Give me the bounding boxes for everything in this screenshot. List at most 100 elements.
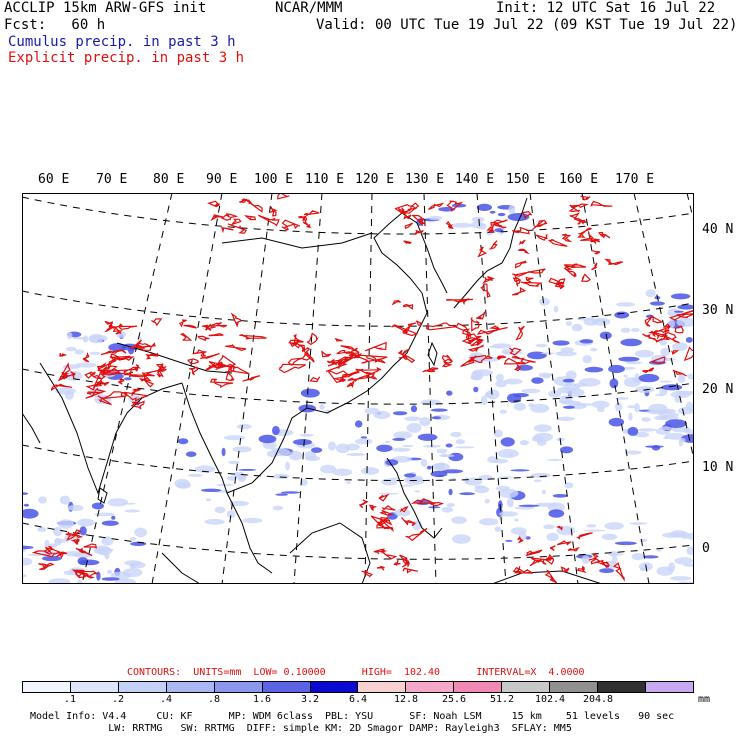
- explicit-precip-contour: [291, 342, 306, 351]
- explicit-precip-contour: [70, 538, 80, 546]
- explicit-precip-contour: [201, 322, 228, 330]
- cumulus-precip-cell: [236, 423, 252, 430]
- cumulus-precip-cell: [185, 451, 197, 458]
- explicit-precip-contour: [563, 266, 577, 278]
- explicit-precip-contour: [404, 222, 414, 230]
- cumulus-precip-cell: [562, 405, 575, 409]
- cumulus-precip-cell: [364, 407, 380, 415]
- cumulus-precip-cell: [300, 388, 320, 398]
- cumulus-precip-cell: [599, 568, 615, 574]
- cumulus-precip-cell: [494, 228, 504, 233]
- explicit-precip-contour: [301, 215, 308, 224]
- cumulus-precip-cell: [194, 465, 216, 473]
- explicit-precip-contour: [411, 214, 425, 226]
- cumulus-precip-cell: [94, 512, 115, 517]
- cumulus-precip-cell: [41, 555, 62, 562]
- cumulus-precip-cell: [565, 321, 573, 326]
- cumulus-precip-cell: [615, 302, 636, 307]
- lat-label: 40 N: [702, 222, 734, 237]
- explicit-precip-contour: [660, 332, 680, 344]
- cumulus-precip-cell: [484, 498, 490, 504]
- explicit-precip-contour: [446, 200, 464, 212]
- explicit-precip-contour: [187, 358, 200, 365]
- explicit-precip-contour: [414, 229, 424, 236]
- explicit-precip-contour: [197, 335, 210, 342]
- cumulus-precip-cell: [493, 429, 503, 438]
- explicit-precip-contour: [379, 518, 394, 533]
- explicit-precip-contour: [660, 334, 671, 341]
- explicit-precip-contour: [130, 400, 145, 410]
- explicit-precip-contour: [415, 320, 423, 327]
- cumulus-precip-cell: [628, 412, 633, 421]
- cumulus-precip-cell: [391, 447, 411, 452]
- explicit-precip-contour: [403, 240, 412, 245]
- cumulus-precip-cell: [428, 506, 441, 509]
- cumulus-precip-cell: [134, 527, 147, 538]
- cumulus-precip-cell: [489, 345, 501, 349]
- cumulus-precip-cell: [497, 449, 519, 458]
- explicit-precip-contour: [370, 515, 391, 526]
- valid-time: Valid: 00 UTC Tue 19 Jul 22 (09 KST Tue …: [316, 17, 738, 33]
- explicit-precip-contour: [287, 357, 303, 367]
- cumulus-precip-cell: [552, 494, 568, 498]
- cumulus-precip-cell: [614, 311, 630, 319]
- explicit-precip-contour: [512, 275, 522, 287]
- cumulus-precip-cell: [581, 555, 591, 564]
- legend-tick-label: 102.4: [534, 694, 566, 705]
- explicit-precip-contour: [123, 371, 155, 378]
- cumulus-precip-cell: [354, 420, 363, 428]
- explicit-precip-contour: [208, 361, 236, 369]
- explicit-precip-contour: [560, 566, 570, 573]
- legend-swatch: [214, 682, 263, 692]
- explicit-precip-contour: [514, 260, 527, 269]
- cumulus-precip-cell: [108, 343, 127, 352]
- explicit-precip-contour: [258, 214, 280, 227]
- explicit-precip-contour: [401, 348, 410, 356]
- explicit-precip-contour: [352, 354, 388, 364]
- cumulus-precip-cell: [486, 389, 500, 400]
- explicit-precip-contour: [151, 318, 163, 327]
- cumulus-precip-cell: [446, 503, 455, 507]
- legend-tick-label: 25.6: [441, 694, 467, 705]
- explicit-precip-contour: [488, 325, 501, 332]
- explicit-precip-contour: [563, 263, 577, 269]
- coast-india: [39, 362, 183, 495]
- explicit-precip-contour: [83, 543, 98, 549]
- cumulus-precip-cell: [93, 545, 111, 555]
- cumulus-precip-cell: [672, 342, 688, 351]
- explicit-precip-contour: [513, 566, 534, 574]
- cumulus-precip-cell: [204, 518, 225, 525]
- cumulus-precip-cell: [655, 393, 665, 397]
- explicit-precip-contour: [517, 535, 524, 544]
- cumulus-precip-cell: [494, 526, 502, 532]
- cumulus-precip-cell: [360, 436, 367, 439]
- lon-label: 150 E: [506, 172, 546, 187]
- explicit-precip-contour: [393, 558, 401, 566]
- explicit-precip-contour: [508, 347, 522, 356]
- cumulus-precip-cell: [487, 456, 499, 463]
- cumulus-precip-cell: [428, 215, 443, 221]
- cumulus-precip-cell: [499, 511, 519, 517]
- explicit-precip-contour: [493, 222, 507, 229]
- cumulus-precip-cell: [654, 415, 668, 421]
- cumulus-precip-cell: [660, 347, 671, 357]
- explicit-precip-contour: [402, 567, 419, 574]
- explicit-precip-contour: [590, 200, 613, 207]
- cumulus-precip-cell: [101, 536, 114, 546]
- explicit-precip-contour: [78, 549, 93, 557]
- explicit-precip-contour: [301, 353, 315, 363]
- cumulus-precip-cell: [417, 433, 438, 441]
- explicit-precip-contour: [580, 195, 591, 201]
- cumulus-precip-cell: [530, 403, 550, 413]
- explicit-precip-contour: [476, 326, 508, 335]
- explicit-precip-contour: [428, 202, 445, 211]
- cumulus-precip-cell: [642, 555, 659, 559]
- explicit-precip-contour: [183, 324, 197, 329]
- legend-units: mm: [698, 694, 711, 705]
- explicit-precip-contour: [488, 240, 498, 250]
- cumulus-precip-cell: [608, 364, 625, 374]
- explicit-precip-contour: [70, 529, 84, 539]
- explicit-precip-contour: [100, 349, 127, 356]
- cumulus-precip-cell: [205, 498, 212, 502]
- legend-tick-label: .8: [207, 694, 221, 705]
